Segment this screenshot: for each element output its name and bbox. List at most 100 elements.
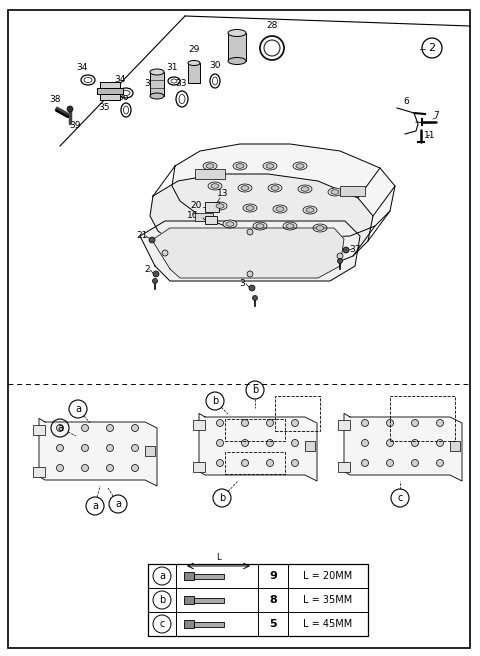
Ellipse shape xyxy=(264,40,280,56)
Ellipse shape xyxy=(171,79,177,83)
Text: 37: 37 xyxy=(349,245,361,253)
Circle shape xyxy=(266,419,274,426)
Polygon shape xyxy=(199,413,317,481)
Bar xyxy=(275,396,320,431)
Text: L = 35MM: L = 35MM xyxy=(303,595,353,605)
Bar xyxy=(338,420,350,430)
Text: a: a xyxy=(159,571,165,581)
Ellipse shape xyxy=(213,202,227,210)
Text: b: b xyxy=(219,493,225,503)
Bar xyxy=(340,186,365,196)
Bar xyxy=(184,596,194,604)
Circle shape xyxy=(149,237,155,243)
Text: 32: 32 xyxy=(144,79,156,87)
Bar xyxy=(338,462,350,472)
Circle shape xyxy=(82,445,88,451)
Text: L = 20MM: L = 20MM xyxy=(303,571,353,581)
Ellipse shape xyxy=(328,188,342,196)
Ellipse shape xyxy=(213,77,217,85)
Circle shape xyxy=(241,419,249,426)
Circle shape xyxy=(252,295,257,300)
Circle shape xyxy=(291,419,299,426)
Ellipse shape xyxy=(263,162,277,170)
Ellipse shape xyxy=(122,91,130,96)
Ellipse shape xyxy=(268,184,282,192)
Text: 5: 5 xyxy=(269,619,277,629)
Ellipse shape xyxy=(316,226,324,230)
Bar xyxy=(194,621,224,626)
Circle shape xyxy=(361,459,369,466)
Circle shape xyxy=(153,271,159,277)
Circle shape xyxy=(132,424,139,432)
Ellipse shape xyxy=(296,164,304,168)
Circle shape xyxy=(386,459,394,466)
Circle shape xyxy=(291,440,299,447)
Circle shape xyxy=(57,464,63,472)
Ellipse shape xyxy=(331,190,339,194)
Ellipse shape xyxy=(216,204,224,208)
Polygon shape xyxy=(344,413,462,481)
Circle shape xyxy=(337,258,343,264)
Bar xyxy=(188,63,200,83)
Text: 34: 34 xyxy=(114,75,126,85)
Circle shape xyxy=(436,440,444,447)
Ellipse shape xyxy=(238,184,252,192)
Circle shape xyxy=(107,445,113,451)
Ellipse shape xyxy=(203,162,217,170)
Bar xyxy=(195,213,213,221)
Bar xyxy=(205,216,217,224)
Ellipse shape xyxy=(150,93,164,99)
Ellipse shape xyxy=(271,186,279,190)
Ellipse shape xyxy=(253,222,267,230)
Text: 27: 27 xyxy=(231,39,243,47)
Bar xyxy=(205,202,219,212)
Circle shape xyxy=(337,253,343,259)
Circle shape xyxy=(82,424,88,432)
Bar xyxy=(184,572,194,580)
Circle shape xyxy=(241,440,249,447)
Circle shape xyxy=(57,445,63,451)
Circle shape xyxy=(247,229,253,235)
Bar xyxy=(225,419,285,441)
Text: 16: 16 xyxy=(187,211,199,220)
Ellipse shape xyxy=(306,208,314,213)
Bar xyxy=(150,72,164,96)
Bar xyxy=(33,425,45,435)
Bar xyxy=(450,441,460,451)
Ellipse shape xyxy=(313,224,327,232)
Circle shape xyxy=(411,419,419,426)
Circle shape xyxy=(386,419,394,426)
Text: 2: 2 xyxy=(429,43,435,53)
Bar xyxy=(193,462,205,472)
Text: b: b xyxy=(212,396,218,406)
Text: 39: 39 xyxy=(69,121,81,131)
Ellipse shape xyxy=(293,162,307,170)
Ellipse shape xyxy=(283,222,297,230)
Text: 35: 35 xyxy=(98,104,110,112)
Circle shape xyxy=(241,459,249,466)
Bar xyxy=(194,573,224,579)
Circle shape xyxy=(266,459,274,466)
Circle shape xyxy=(411,459,419,466)
Circle shape xyxy=(411,440,419,447)
Circle shape xyxy=(343,247,349,253)
Circle shape xyxy=(57,424,63,432)
Ellipse shape xyxy=(236,164,244,168)
Bar xyxy=(195,169,225,179)
Circle shape xyxy=(216,419,224,426)
Bar xyxy=(194,598,224,602)
Ellipse shape xyxy=(243,204,257,212)
Polygon shape xyxy=(150,174,373,268)
Ellipse shape xyxy=(298,185,312,193)
Bar xyxy=(97,88,123,94)
Ellipse shape xyxy=(228,30,246,37)
Text: L: L xyxy=(216,553,221,562)
Circle shape xyxy=(436,459,444,466)
Text: 8: 8 xyxy=(269,595,277,605)
Ellipse shape xyxy=(211,184,219,188)
Ellipse shape xyxy=(276,207,284,211)
Circle shape xyxy=(107,464,113,472)
Bar xyxy=(305,441,315,451)
Text: b: b xyxy=(159,595,165,605)
Circle shape xyxy=(436,419,444,426)
